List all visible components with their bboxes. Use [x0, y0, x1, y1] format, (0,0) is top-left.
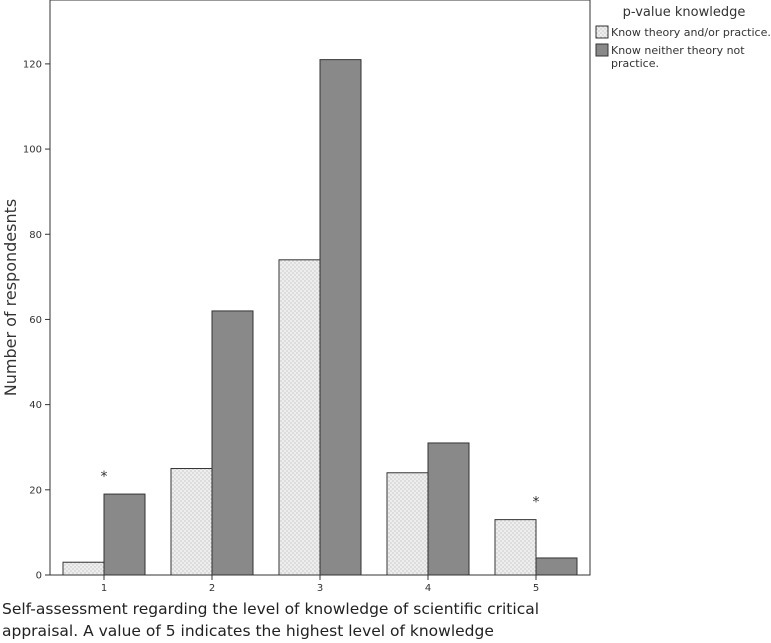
x-tick-label: 4 — [425, 583, 431, 594]
significance-asterisk: * — [533, 494, 540, 510]
y-tick-label: 0 — [36, 571, 42, 582]
bar-cat4-series1 — [386, 472, 429, 576]
y-tick-label: 80 — [29, 230, 42, 241]
bar-cat5-series2 — [535, 557, 578, 576]
legend-swatch-series1 — [595, 25, 609, 39]
legend-label: practice. — [611, 57, 659, 70]
y-tick-label: 100 — [23, 145, 42, 156]
y-tick-label: 120 — [23, 59, 42, 70]
bar-cat3-series1 — [278, 259, 321, 576]
x-tick-label: 3 — [317, 583, 323, 594]
x-axis-title-line: appraisal. A value of 5 indicates the hi… — [2, 622, 494, 640]
bar-cat5-series1 — [494, 519, 537, 576]
bar-cat2-series1 — [170, 468, 213, 576]
legend-title: p-value knowledge — [623, 5, 746, 20]
x-axis-title-line: Self-assessment regarding the level of k… — [2, 600, 539, 618]
bar-cat1-series2 — [103, 493, 146, 576]
y-tick-label: 60 — [29, 315, 42, 326]
y-axis-title: Number of respondesnts — [1, 199, 20, 396]
significance-asterisk: * — [101, 469, 108, 485]
y-tick-label: 20 — [29, 485, 42, 496]
x-tick-label: 5 — [533, 583, 539, 594]
bar-cat4-series2 — [427, 442, 470, 576]
y-tick-label: 40 — [29, 400, 42, 411]
bar-cat3-series2 — [319, 59, 362, 576]
bar-cat2-series2 — [211, 310, 254, 576]
legend-swatch-series2 — [595, 43, 609, 57]
legend-label: Know theory and/or practice. — [611, 26, 771, 39]
x-tick-label: 1 — [101, 583, 107, 594]
legend-label: Know neither theory not — [611, 44, 745, 57]
x-tick-label: 2 — [209, 583, 215, 594]
bar-cat1-series1 — [62, 561, 105, 576]
